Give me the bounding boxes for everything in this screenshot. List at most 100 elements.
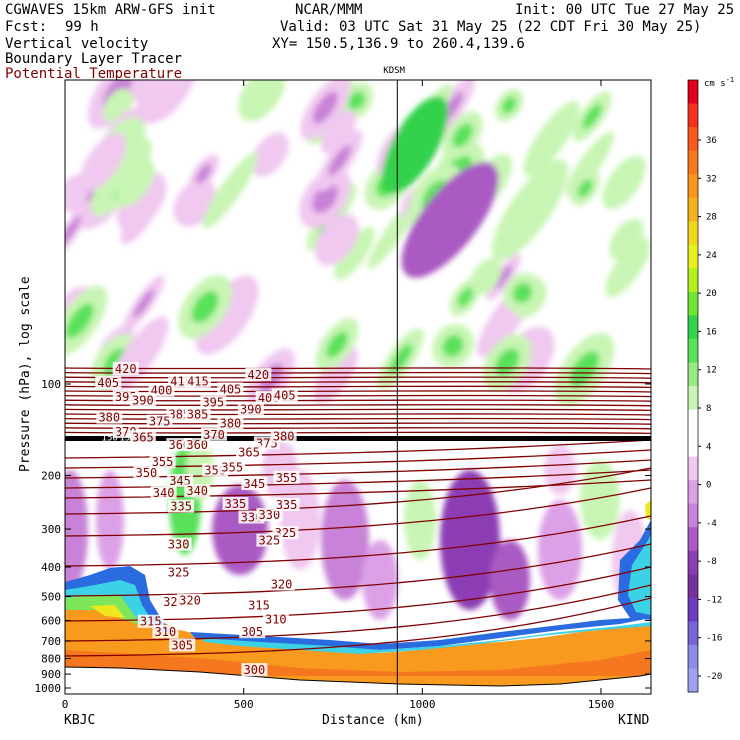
fcst-label: Fcst: — [5, 19, 48, 35]
theta-label-bg — [177, 593, 204, 607]
theta-label: 310 — [155, 625, 177, 639]
theta-label: 325 — [259, 534, 281, 548]
theta-label: 380 — [98, 411, 120, 425]
terrain-outline — [65, 666, 651, 687]
endpoint-right: KIND — [618, 713, 650, 728]
theta-label-bg — [168, 499, 195, 513]
theta-contour — [65, 479, 651, 499]
theta-label: 390 — [240, 402, 262, 416]
colorbar-unit: cm s-1 — [704, 76, 735, 89]
theta-contour — [65, 543, 651, 597]
colorbar-tick-label: 8 — [706, 404, 711, 414]
theta-label: 415 — [187, 375, 209, 389]
velocity-patch — [321, 480, 369, 600]
colorbar-swatch — [688, 550, 698, 575]
theta-label-bg — [217, 416, 244, 430]
wave-core — [494, 265, 513, 289]
x-axis-ticks: 0 500 1000 1500 — [62, 80, 615, 711]
theta-label-bg — [169, 638, 196, 652]
wave-cell — [334, 226, 375, 280]
theta-contour — [65, 469, 651, 489]
theta-contour — [65, 515, 651, 567]
valid-time: Valid: 03 UTC Sat 31 May 25 (22 CDT Fri … — [280, 19, 702, 35]
theta-label: 320 — [271, 577, 293, 591]
theta-label-bg — [137, 614, 164, 628]
colorbar-swatch — [688, 291, 698, 316]
colorbar-tick-label: -20 — [706, 672, 722, 682]
colorbar-swatch — [688, 338, 698, 363]
colorbar-swatch — [688, 456, 698, 481]
x-tick-label: 0 — [62, 698, 69, 711]
theta-label: 395 — [202, 396, 224, 410]
theta-label: 420 — [115, 362, 137, 376]
theta-label-bg — [112, 362, 139, 376]
theta-label-bg — [219, 460, 246, 474]
tracer-cyan-right — [628, 535, 651, 615]
wave-core — [577, 179, 593, 197]
colorbar-swatch — [688, 80, 698, 105]
colorbar-swatch — [688, 221, 698, 246]
velocity-patch — [580, 460, 620, 540]
wave-core — [457, 287, 474, 307]
field-vertical-velocity: Vertical velocity — [5, 36, 149, 52]
wave-core — [452, 123, 473, 148]
wave-core — [195, 164, 212, 184]
theta-label-bg — [236, 445, 263, 459]
theta-contour — [65, 422, 651, 425]
y-tick-label: 900 — [41, 668, 61, 681]
y-tick-label: 700 — [41, 635, 61, 648]
wave-core — [389, 343, 413, 375]
x-tick-label: 1500 — [588, 698, 615, 711]
colorbar-swatch — [688, 244, 698, 269]
wave-cell — [251, 132, 289, 177]
theta-label: 310 — [265, 613, 287, 627]
theta-label-bg — [222, 496, 249, 510]
theta-label: 330 — [168, 538, 190, 552]
theta-contour — [65, 408, 651, 412]
y-tick-label: 100 — [41, 378, 61, 391]
theta-label-bg — [246, 598, 273, 612]
colorbar-tick-label: 12 — [706, 366, 717, 376]
init-time: Init: 00 UTC Tue 27 May 25 — [515, 2, 735, 18]
colorbar-swatch — [688, 668, 698, 693]
theta-label-bg — [165, 537, 192, 551]
theta-contour — [65, 371, 651, 375]
theta-contour — [65, 380, 651, 384]
velocity-patch — [490, 540, 530, 620]
theta-label-bg — [237, 402, 264, 416]
theta-label-bg — [273, 470, 300, 484]
upper-wave-field — [65, 80, 651, 408]
theta-label: 375 — [149, 415, 171, 429]
x-tick-label: 1000 — [409, 698, 436, 711]
fcst-value: 99 h — [65, 19, 99, 35]
colorbar-swatch — [688, 386, 698, 411]
wave-core — [348, 91, 365, 110]
tracer-cyan-surface — [200, 622, 651, 654]
colorbar-tick-label: 16 — [706, 327, 717, 337]
x-tick-label: 500 — [234, 698, 254, 711]
velocity-patch — [538, 500, 582, 600]
theta-contour — [65, 439, 651, 459]
theta-label-bg — [129, 430, 156, 444]
wave-cell — [136, 80, 198, 124]
field-boundary-layer-tracer: Boundary Layer Tracer — [5, 51, 183, 67]
colorbar-frame — [687, 79, 699, 693]
colorbar-swatch — [688, 409, 698, 434]
wave-core — [495, 348, 520, 377]
theta-label: 335 — [170, 500, 192, 514]
theta-label: 325 — [168, 565, 190, 579]
velocity-patch — [362, 540, 398, 620]
theta-label: 335 — [276, 498, 298, 512]
wave-cell — [79, 132, 127, 192]
wave-core — [65, 303, 94, 339]
wave-core — [328, 145, 352, 176]
y-tick-label: 500 — [41, 590, 61, 603]
colorbar-tick-label: -8 — [706, 557, 717, 567]
model-title: CGWAVES 15km ARW-GFS init — [5, 2, 216, 18]
theta-label-bg — [241, 477, 268, 491]
org-label: NCAR/MMM — [295, 2, 363, 18]
colorbar-swatch — [688, 150, 698, 175]
theta-label: 355 — [276, 471, 298, 485]
wave-cell — [602, 155, 646, 210]
